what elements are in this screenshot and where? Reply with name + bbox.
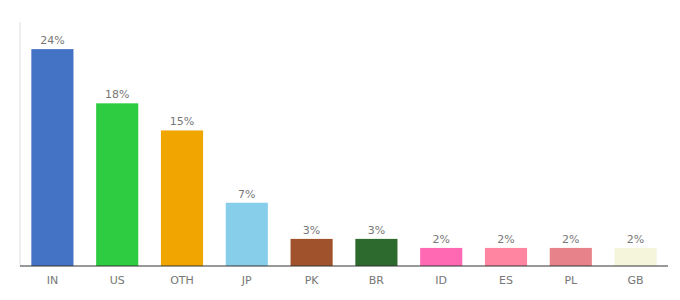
x-tick-label: ES (499, 274, 513, 287)
bar (615, 248, 657, 266)
x-tick-label: IN (47, 274, 58, 287)
x-tick-label: US (110, 274, 125, 287)
x-tick-label: GB (628, 274, 644, 287)
data-label: 2% (627, 233, 644, 246)
bar (161, 130, 203, 266)
x-tick-label: ID (435, 274, 447, 287)
x-tick-label: OTH (170, 274, 194, 287)
bars (31, 49, 656, 266)
data-label: 15% (170, 115, 194, 128)
bar (355, 239, 397, 266)
data-label: 2% (562, 233, 579, 246)
chart-container: 24% 18% 15% 7% 3% 3% 2% 2% 2% 2% IN US OTH JP PK BR ID ES… (0, 0, 680, 300)
data-label: 24% (40, 34, 64, 47)
bar (420, 248, 462, 266)
bar (31, 49, 73, 266)
bar (291, 239, 333, 266)
data-label: 3% (303, 224, 320, 237)
x-tick-label: BR (369, 274, 385, 287)
data-label: 7% (238, 188, 255, 201)
y-axis-line (20, 22, 21, 266)
bar (485, 248, 527, 266)
x-tick-labels: IN US OTH JP PK BR ID ES PL GB (47, 274, 644, 287)
x-tick-label: JP (241, 274, 252, 287)
data-label: 3% (368, 224, 385, 237)
x-tick-label: PL (564, 274, 578, 287)
page: {"chart_data": {"type": "bar", "categori… (0, 0, 680, 300)
chart: 24% 18% 15% 7% 3% 3% 2% 2% 2% 2% IN US OTH JP PK BR ID ES… (0, 0, 680, 300)
data-label: 2% (432, 233, 449, 246)
data-label: 18% (105, 88, 129, 101)
bar (96, 103, 138, 266)
bar (226, 203, 268, 266)
bar (550, 248, 592, 266)
x-axis-line (20, 266, 668, 267)
data-labels: 24% 18% 15% 7% 3% 3% 2% 2% 2% 2% (40, 34, 644, 246)
x-tick-label: PK (305, 274, 320, 287)
data-label: 2% (497, 233, 514, 246)
